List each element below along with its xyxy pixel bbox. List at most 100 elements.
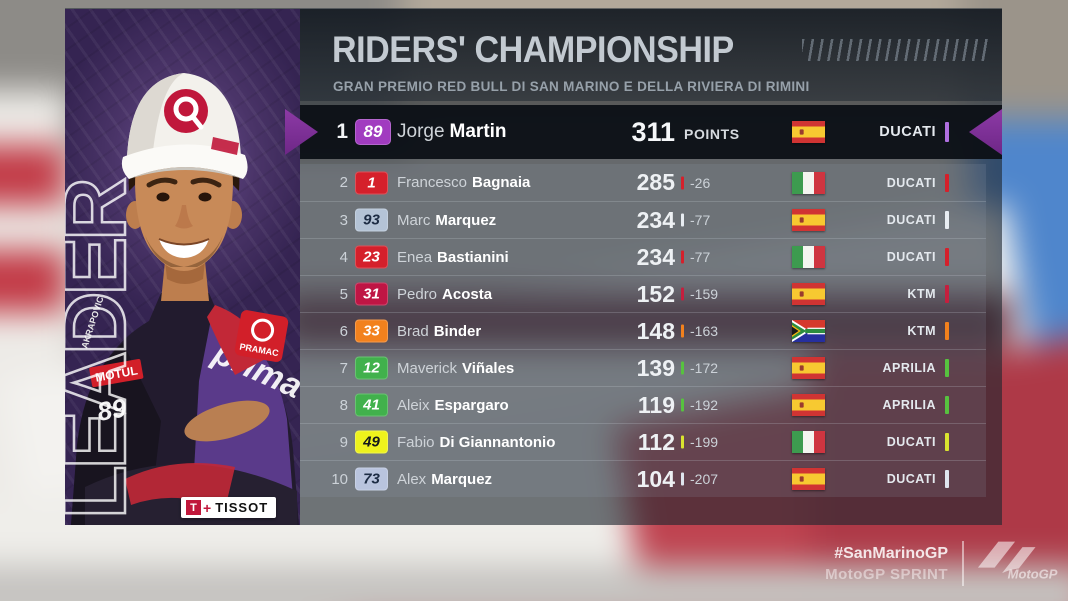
- session-label: MotoGP SPRINT: [825, 565, 948, 583]
- tissot-logo: T + TISSOT: [181, 497, 277, 518]
- standings-panel: prima MOTUL 89 AKRAPOVIC PRAMAC: [65, 8, 1002, 525]
- flag-it-icon: [792, 431, 825, 453]
- rider-name: Maverick Viñales: [397, 359, 515, 377]
- points-value: 148: [636, 317, 675, 344]
- tissot-t-icon: T: [186, 500, 201, 515]
- points-gap: -77: [690, 249, 711, 265]
- team-name: APRILIA: [882, 361, 936, 375]
- points-gap: -77: [690, 212, 711, 228]
- position: 1: [336, 120, 348, 143]
- gap-separator: [681, 398, 684, 412]
- rider-number-badge: 49: [355, 430, 388, 454]
- rider-number-badge: 33: [355, 319, 388, 343]
- position: 4: [339, 248, 348, 266]
- flag-es-icon: [792, 357, 825, 379]
- points-value: 311: [631, 116, 675, 147]
- position: 2: [339, 174, 348, 191]
- flag-es-icon: [792, 121, 825, 143]
- team-name: DUCATI: [886, 213, 936, 227]
- rider-number-badge: 89: [355, 119, 391, 145]
- points-value: 234: [636, 206, 675, 233]
- leader-label: LEADER: [65, 180, 145, 520]
- points-value: 112: [637, 428, 675, 455]
- team-name: DUCATI: [879, 124, 936, 140]
- points-label: POINTS: [684, 125, 740, 142]
- flag-es-icon: [792, 283, 825, 305]
- event-subtitle: GRAN PREMIO RED BULL DI SAN MARINO E DEL…: [333, 79, 810, 94]
- team-name: DUCATI: [886, 250, 936, 264]
- flag-es-icon: [792, 209, 825, 231]
- rider-number-badge: 1: [355, 171, 388, 194]
- rider-number-badge: 73: [355, 467, 388, 491]
- championship-table: RIDERS' CHAMPIONSHIP GRAN PREMIO RED BUL…: [285, 9, 1002, 525]
- rider-name: Marc Marquez: [397, 211, 497, 229]
- team-color-bar: [945, 211, 949, 229]
- tissot-plus-icon: +: [203, 499, 212, 516]
- gap-separator: [681, 287, 684, 301]
- team-color-bar: [945, 173, 949, 192]
- event-hashtag: #SanMarinoGP: [834, 545, 948, 562]
- flag-es-icon: [792, 394, 825, 416]
- table-row: 1 89 Jorge Martin 311 POINTS DUCATI: [285, 105, 1002, 159]
- team-name: KTM: [907, 287, 936, 301]
- position: 8: [339, 396, 348, 414]
- team-color-bar: [945, 396, 949, 414]
- points-gap: -207: [690, 471, 719, 487]
- points-value: 285: [636, 169, 675, 195]
- team-name: DUCATI: [886, 435, 936, 449]
- footer-divider: [962, 541, 964, 586]
- points-value: 139: [636, 354, 675, 381]
- flag-it-icon: [792, 246, 825, 268]
- points-gap: -159: [690, 286, 719, 302]
- team-name: DUCATI: [886, 175, 936, 190]
- team-color-bar: [945, 322, 949, 340]
- motogp-logo: MotoGP: [977, 541, 1058, 582]
- gap-separator: [681, 361, 684, 375]
- rider-name: Aleix Espargaro: [397, 396, 509, 414]
- gap-separator: [681, 324, 684, 338]
- rider-name: Fabio Di Giannantonio: [397, 433, 556, 451]
- leader-photo-card: prima MOTUL 89 AKRAPOVIC PRAMAC: [65, 9, 300, 525]
- team-color-bar: [945, 359, 949, 377]
- points-value: 104: [636, 465, 675, 492]
- gap-separator: [681, 472, 684, 486]
- position: 10: [331, 470, 348, 488]
- leader-row-slot: 1 89 Jorge Martin 311 POINTS DUCATI: [285, 105, 1002, 159]
- gap-separator: [681, 250, 684, 264]
- rider-number-badge: 12: [355, 356, 388, 380]
- rider-name: Pedro Acosta: [397, 285, 493, 303]
- table-header: RIDERS' CHAMPIONSHIP GRAN PREMIO RED BUL…: [300, 9, 1002, 101]
- points-value: 234: [636, 243, 675, 270]
- rider-name: Jorge Martin: [397, 121, 507, 142]
- flag-it-icon: [792, 171, 825, 194]
- rider-name: Enea Bastianini: [397, 248, 509, 266]
- chevron-left-icon: [969, 109, 1002, 155]
- rider-number-badge: 23: [355, 245, 388, 269]
- flag-za-icon: [792, 320, 825, 342]
- team-color-bar: [945, 248, 949, 266]
- team-color-bar: [945, 122, 949, 142]
- gap-separator: [681, 435, 684, 449]
- position: 3: [339, 211, 348, 229]
- flag-es-icon: [792, 468, 825, 490]
- rider-number-badge: 31: [355, 282, 388, 306]
- points-gap: -26: [690, 174, 711, 191]
- team-color-bar: [945, 470, 949, 488]
- points-value: 152: [636, 280, 675, 307]
- event-footer: #SanMarinoGP MotoGP SPRINT: [825, 543, 948, 585]
- rider-name: Alex Marquez: [397, 470, 493, 488]
- position: 7: [339, 359, 348, 377]
- team-color-bar: [945, 433, 949, 451]
- points-gap: -199: [690, 434, 719, 450]
- points-gap: -163: [690, 323, 719, 339]
- rider-number-badge: 41: [355, 393, 388, 417]
- rider-name: Francesco Bagnaia: [397, 174, 531, 191]
